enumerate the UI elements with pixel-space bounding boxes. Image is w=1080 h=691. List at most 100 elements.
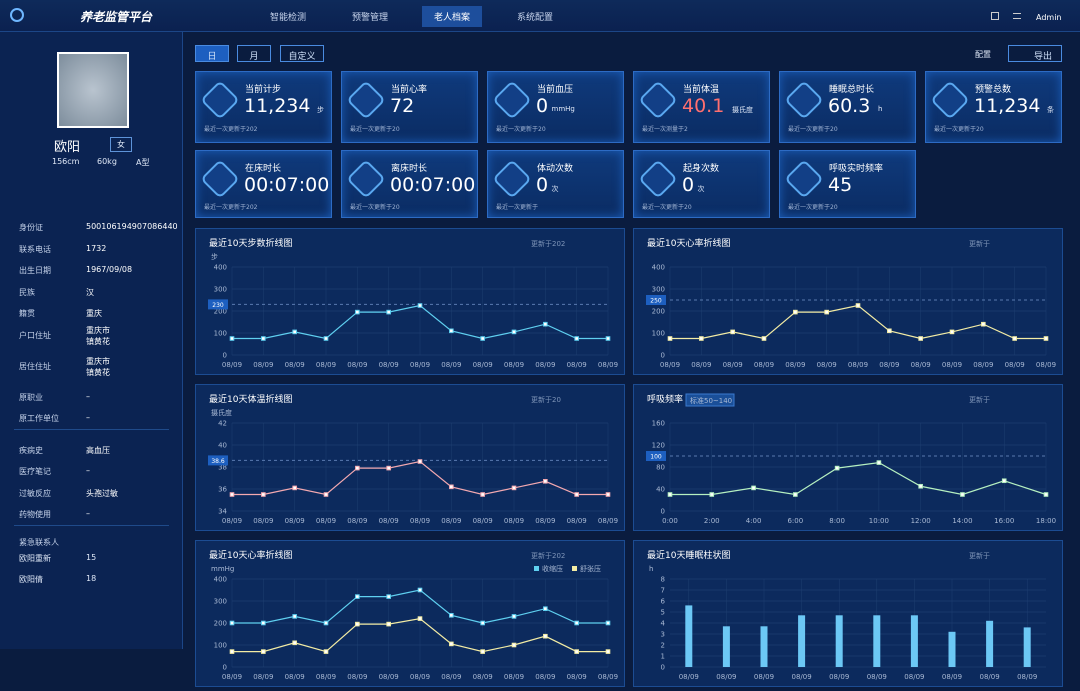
x-tick-label: 08/09 [410, 517, 430, 525]
bar [986, 620, 994, 667]
y-tick-label: 200 [652, 308, 665, 316]
nav-item[interactable]: 老人档案 [422, 6, 483, 27]
point [667, 336, 673, 341]
info-label: 民族 [19, 287, 35, 297]
nav-item[interactable]: 智能检测 [270, 13, 307, 23]
nav-item[interactable]: 系统配置 [517, 13, 554, 23]
x-tick-label: 08/09 [567, 361, 587, 369]
info-value: 1732 [86, 243, 107, 253]
point [793, 309, 798, 315]
bar [798, 615, 806, 667]
x-tick-label: 08/09 [904, 673, 924, 681]
x-tick-label: 08/09 [911, 361, 931, 369]
period-tab[interactable]: 月 [237, 45, 271, 62]
point [292, 485, 297, 491]
x-tick-label: 10:00 [869, 517, 889, 525]
x-tick-label: 08/09 [754, 361, 774, 369]
info-label: 疾病史 [19, 445, 43, 455]
x-tick-label: 08/09 [347, 361, 367, 369]
point [386, 621, 391, 627]
x-tick-label: 08/09 [473, 673, 493, 681]
bar [910, 615, 918, 667]
card-title: 当前计步 [245, 85, 282, 95]
menu-icon[interactable] [1013, 13, 1021, 19]
info-value: 汉 [86, 287, 94, 297]
info-label: 户口住址 [19, 330, 51, 340]
point [960, 492, 965, 497]
x-tick-label: 08/09 [942, 673, 962, 681]
x-tick-label: 08/09 [598, 517, 618, 525]
info-value: – [86, 466, 90, 475]
user-menu[interactable]: Admin [1036, 13, 1062, 22]
x-tick-label: 08/09 [691, 361, 711, 369]
y-unit: mmHg [211, 565, 234, 573]
x-tick-label: 08/09 [829, 673, 849, 681]
y-tick-label: 1 [661, 653, 665, 661]
stat-card: 在床时长 00:07:00 最近一次更新于202 [195, 150, 332, 218]
point [449, 641, 454, 647]
y-tick-label: 400 [214, 264, 227, 272]
card-value: 11,234 [974, 95, 1041, 117]
x-tick-label: 08/09 [253, 673, 273, 681]
chart-panel: 最近10天体温折线图 更新于20 摄氏度 34 36 38 40 42 08/09 08/09 08… [195, 384, 625, 531]
period-tab[interactable]: 日 [195, 45, 229, 62]
x-tick-label: 08/09 [598, 361, 618, 369]
contact-name: 欧阳重新 [19, 553, 51, 563]
blood-type: A型 [136, 158, 150, 167]
card-icon [492, 159, 532, 199]
chart: 最近10天心率折线图 更新于 0 100 200 300 400 08/09 08/09 08/0… [646, 237, 1056, 369]
export-button[interactable]: 导出 [1008, 45, 1062, 62]
y-tick-label: 400 [214, 576, 227, 584]
x-tick-label: 18:00 [1036, 517, 1056, 525]
chart-title: 最近10天睡眠柱状图 [647, 549, 730, 561]
contact-phone: 18 [86, 573, 97, 583]
y-tick-label: 120 [652, 442, 665, 450]
point [480, 492, 485, 497]
card-icon [638, 159, 678, 199]
card-icon [930, 80, 970, 120]
reference-label: 230 [212, 302, 224, 309]
point [229, 620, 235, 626]
x-tick-label: 08/09 [567, 673, 587, 681]
card-title: 睡眠总时长 [829, 85, 875, 95]
bar [760, 626, 768, 667]
point [229, 336, 235, 341]
stat-card: 体动次数 0 次最近一次更新于 [487, 150, 624, 218]
card-icon [346, 80, 386, 120]
y-tick-label: 8 [661, 576, 665, 584]
top-bar: 养老监管平台 Admin 智能检测 预警管理 老人档案 系统配置 [0, 0, 1080, 32]
card-title: 预警总数 [975, 85, 1012, 95]
nav-item[interactable]: 预警管理 [352, 13, 389, 23]
card-value: 60.3 [828, 95, 871, 117]
card-icon [200, 159, 240, 199]
point [918, 336, 923, 341]
x-tick-label: 08/09 [410, 673, 430, 681]
config-button[interactable]: 配置 [975, 50, 991, 59]
x-tick-label: 08/09 [504, 361, 524, 369]
point [355, 309, 360, 315]
bar [722, 626, 730, 667]
period-tab[interactable]: 自定义 [280, 45, 324, 62]
chart-updated: 更新于 [969, 395, 990, 404]
point [292, 329, 297, 335]
info-value: 头孢过敏 [86, 488, 118, 498]
card-value: 0 [682, 174, 695, 196]
x-tick-label: 14:00 [952, 517, 972, 525]
card-unit: mmHg [551, 105, 575, 113]
legend-swatch [572, 566, 577, 571]
info-value: 500106194907086440 [86, 222, 178, 231]
point [824, 309, 829, 315]
x-tick-label: 08/09 [285, 361, 305, 369]
chart: 最近10天睡眠柱状图 更新于 h 0 1 2 3 4 5 6 7 8 08/09 08/09 08/09 08… [647, 549, 1046, 681]
point [480, 336, 485, 341]
point [417, 587, 423, 593]
x-tick-label: 08/09 [973, 361, 993, 369]
y-tick-label: 80 [656, 464, 665, 472]
cube-icon[interactable] [991, 12, 999, 20]
stat-card: 睡眠总时长 60.3 h 最近一次更新于20 [779, 71, 916, 143]
card-unit: 条 [1047, 106, 1054, 114]
point [261, 336, 266, 341]
y-tick-label: 100 [652, 330, 665, 338]
x-tick-label: 08/09 [222, 673, 242, 681]
